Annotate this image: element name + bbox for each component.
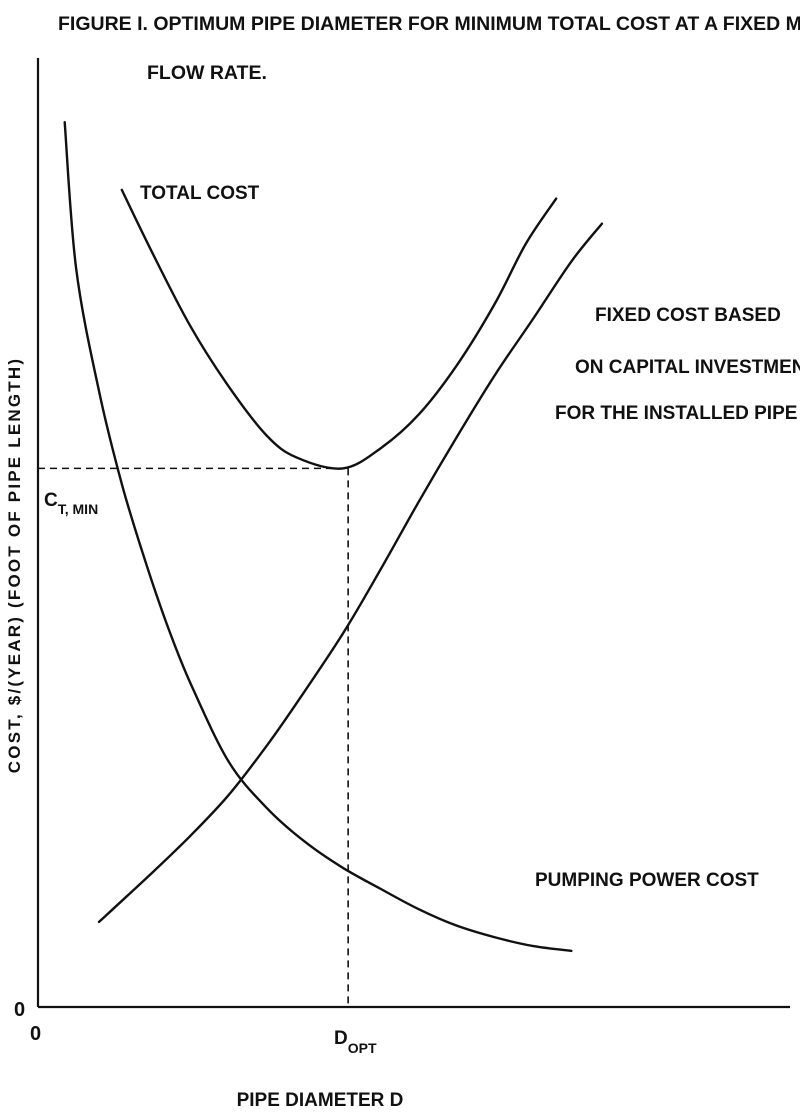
- c-tmin-label-main: C: [44, 490, 58, 511]
- fixed-cost-label-line-2: ON CAPITAL INVESTMENT: [575, 357, 800, 378]
- pumping-power-cost-label: PUMPING POWER COST: [535, 870, 759, 891]
- figure-title-line-1: FIGURE I. OPTIMUM PIPE DIAMETER FOR MINI…: [58, 13, 800, 35]
- d-opt-label-main: D: [334, 1028, 348, 1049]
- pumping-power-cost-curve: [63, 121, 573, 953]
- d-opt-label-sub: OPT: [348, 1040, 377, 1056]
- fixed-cost-label-line-3: FOR THE INSTALLED PIPE: [555, 403, 797, 424]
- total-cost-label: TOTAL COST: [140, 183, 260, 204]
- x-axis-label: PIPE DIAMETER D: [237, 1090, 404, 1111]
- fixed-cost-label-line-1: FIXED COST BASED: [595, 305, 781, 326]
- y-axis-label: COST, $/(YEAR) (FOOT OF PIPE LENGTH): [5, 357, 24, 773]
- figure-title-line-2: FLOW RATE.: [147, 62, 267, 84]
- y-origin-label: 0: [14, 999, 25, 1021]
- c-tmin-label-sub: T, MIN: [58, 501, 98, 517]
- fixed-cost-curve: [97, 222, 604, 924]
- x-origin-label: 0: [30, 1023, 41, 1045]
- total-cost-curve: [120, 188, 558, 470]
- d-opt-label: DOPT: [334, 1028, 377, 1056]
- c-tmin-label: CT, MIN: [44, 490, 98, 517]
